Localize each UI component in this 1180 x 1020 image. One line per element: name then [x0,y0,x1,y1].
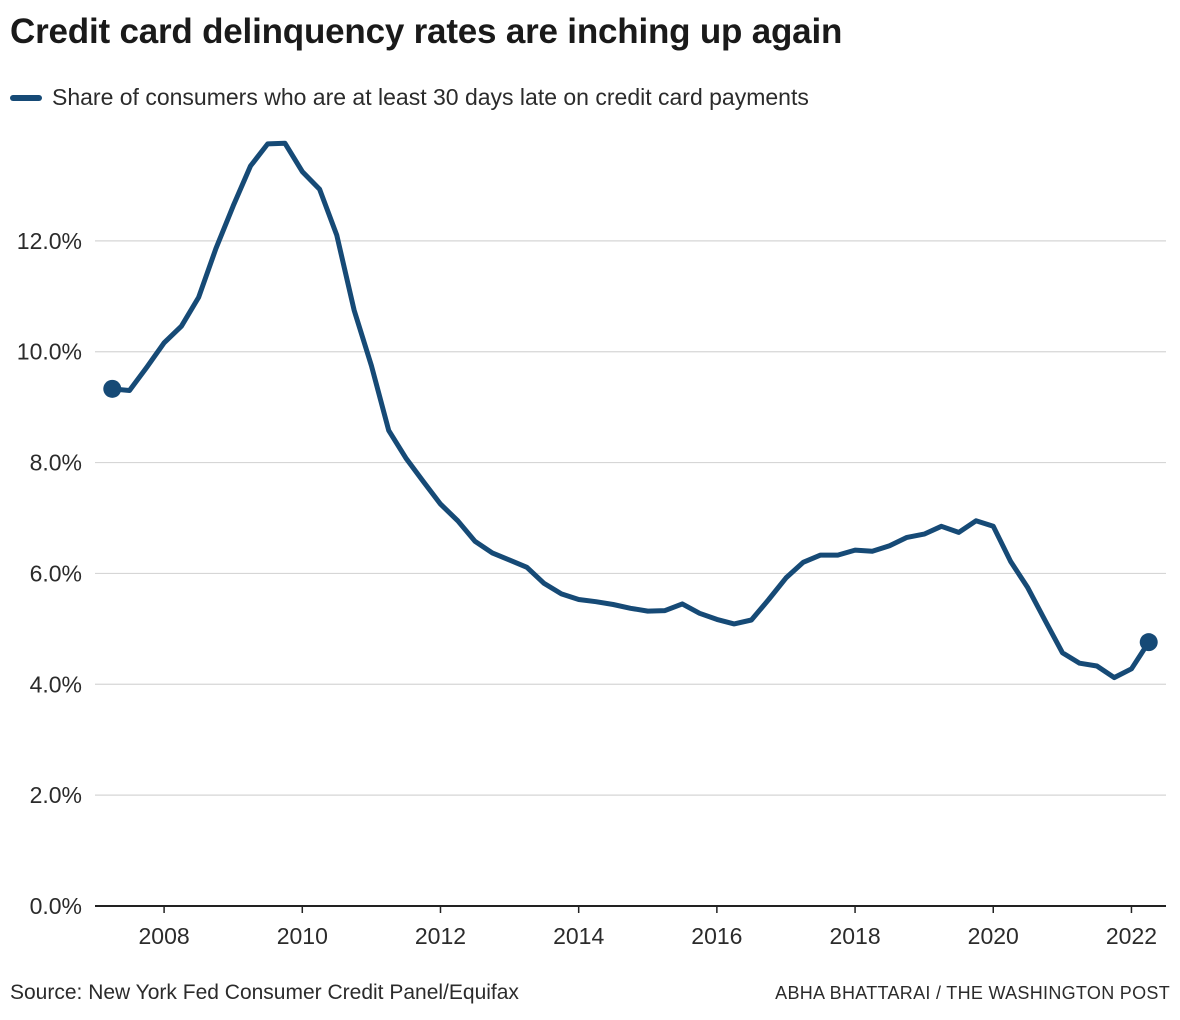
x-tick-label: 2018 [829,923,880,949]
y-tick-label: 10.0% [17,339,82,365]
legend: Share of consumers who are at least 30 d… [10,84,809,111]
x-tick-label: 2014 [553,923,604,949]
y-tick-label: 12.0% [17,228,82,254]
y-tick-label: 4.0% [30,671,82,697]
x-tick-label: 2022 [1106,923,1157,949]
credit-line: ABHA BHATTARAI / THE WASHINGTON POST [775,983,1170,1003]
x-tick-label: 2016 [691,923,742,949]
source-note: Source: New York Fed Consumer Credit Pan… [10,981,519,1004]
series-line [109,140,1152,681]
y-tick-label: 0.0% [30,893,82,919]
legend-label: Share of consumers who are at least 30 d… [52,84,809,110]
chart-title: Credit card delinquency rates are inchin… [10,12,843,51]
x-tick-label: 2008 [139,923,190,949]
y-tick-label: 6.0% [30,560,82,586]
y-tick-label: 2.0% [30,782,82,808]
x-tick-label: 2010 [277,923,328,949]
end-point-marker [1139,633,1158,652]
x-tick-label: 2020 [968,923,1019,949]
legend-swatch [10,94,42,101]
x-tick-label: 2012 [415,923,466,949]
y-tick-label: 8.0% [30,450,82,476]
start-point-marker [103,379,122,398]
